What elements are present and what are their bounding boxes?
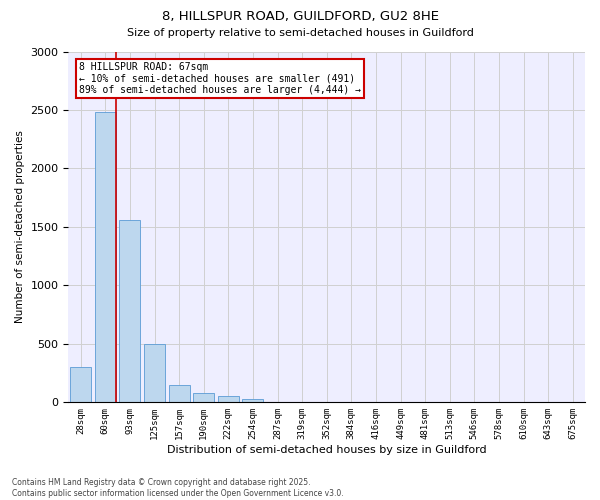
Text: Size of property relative to semi-detached houses in Guildford: Size of property relative to semi-detach… [127,28,473,38]
Text: Contains HM Land Registry data © Crown copyright and database right 2025.
Contai: Contains HM Land Registry data © Crown c… [12,478,344,498]
Bar [95,112,116,403]
Bar [119,220,140,402]
Bar [70,367,91,402]
Y-axis label: Number of semi-detached properties: Number of semi-detached properties [15,130,25,324]
Bar [242,399,263,402]
Text: 8, HILLSPUR ROAD, GUILDFORD, GU2 8HE: 8, HILLSPUR ROAD, GUILDFORD, GU2 8HE [161,10,439,23]
Text: 8 HILLSPUR ROAD: 67sqm
← 10% of semi-detached houses are smaller (491)
89% of se: 8 HILLSPUR ROAD: 67sqm ← 10% of semi-det… [79,62,361,95]
Bar [169,385,190,402]
X-axis label: Distribution of semi-detached houses by size in Guildford: Distribution of semi-detached houses by … [167,445,487,455]
Bar [218,396,239,402]
Bar [193,393,214,402]
Bar [144,344,165,403]
